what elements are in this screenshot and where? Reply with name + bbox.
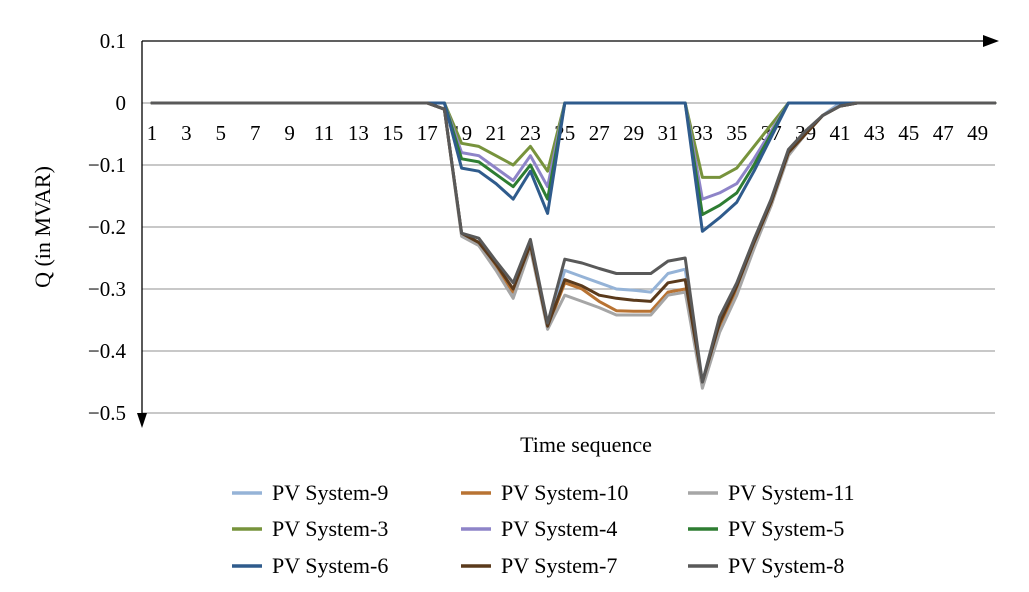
y-tick-label: −0.4 bbox=[88, 339, 127, 363]
series-line-pv-system-9 bbox=[150, 101, 997, 387]
x-tick-label: 3 bbox=[181, 121, 192, 145]
series-lines bbox=[150, 101, 997, 390]
legend-label: PV System-10 bbox=[501, 480, 628, 505]
x-tick-label: 41 bbox=[830, 121, 851, 145]
x-tick-label: 23 bbox=[520, 121, 541, 145]
gridlines bbox=[142, 102, 995, 414]
x-tick-label: 35 bbox=[726, 121, 747, 145]
y-tick-label: −0.3 bbox=[88, 277, 126, 301]
x-tick-label: 11 bbox=[314, 121, 334, 145]
series-line-pv-system-8 bbox=[150, 101, 997, 384]
y-tick-label: 0.1 bbox=[100, 29, 126, 53]
legend-label: PV System-6 bbox=[272, 553, 388, 578]
series-line-pv-system-11 bbox=[150, 101, 997, 390]
x-tick-label: 17 bbox=[417, 121, 438, 145]
x-axis-arrow bbox=[983, 35, 999, 47]
y-axis-tick-labels: 0.1 0 −0.1 −0.2 −0.3 −0.4 −0.5 bbox=[88, 29, 127, 425]
x-tick-label: 5 bbox=[216, 121, 227, 145]
legend: PV System-9 PV System-10 PV System-11 PV Sy… bbox=[232, 480, 855, 578]
x-tick-label: 31 bbox=[658, 121, 679, 145]
x-tick-label: 45 bbox=[898, 121, 919, 145]
x-tick-label: 27 bbox=[589, 121, 610, 145]
x-tick-label: 15 bbox=[382, 121, 403, 145]
x-tick-label: 13 bbox=[348, 121, 369, 145]
legend-label: PV System-3 bbox=[272, 516, 388, 541]
legend-label: PV System-8 bbox=[728, 553, 844, 578]
x-tick-label: 47 bbox=[933, 121, 954, 145]
x-tick-label: 1 bbox=[147, 121, 158, 145]
x-tick-label: 43 bbox=[864, 121, 885, 145]
legend-label: PV System-4 bbox=[501, 516, 617, 541]
x-tick-label: 9 bbox=[284, 121, 295, 145]
series-line-pv-system-5 bbox=[150, 101, 997, 217]
x-tick-label: 21 bbox=[486, 121, 507, 145]
x-tick-label: 29 bbox=[623, 121, 644, 145]
legend-label: PV System-9 bbox=[272, 480, 388, 505]
legend-label: PV System-7 bbox=[501, 553, 617, 578]
x-axis-title: Time sequence bbox=[520, 432, 652, 457]
x-axis-tick-labels: 1 3 5 7 9 11 13 15 17 19 21 23 25 27 29 31 33 35 37 39 41 43 4… bbox=[147, 121, 988, 145]
legend-label: PV System-11 bbox=[728, 480, 855, 505]
y-tick-label: −0.1 bbox=[88, 153, 126, 177]
legend-label: PV System-5 bbox=[728, 516, 844, 541]
y-axis-title: Q (in MVAR) bbox=[30, 166, 55, 288]
x-tick-label: 33 bbox=[692, 121, 713, 145]
x-tick-label: 49 bbox=[967, 121, 988, 145]
x-tick-label: 7 bbox=[250, 121, 261, 145]
y-tick-label: −0.5 bbox=[88, 401, 126, 425]
y-tick-label: −0.2 bbox=[88, 215, 126, 239]
series-line-pv-system-4 bbox=[150, 101, 997, 201]
y-axis-arrow bbox=[137, 413, 147, 428]
y-tick-label: 0 bbox=[116, 91, 127, 115]
axes bbox=[137, 35, 999, 428]
